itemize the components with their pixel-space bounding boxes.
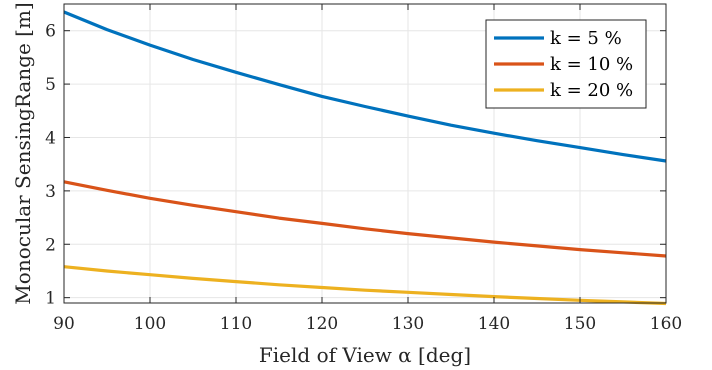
legend-label-3: k = 20 % bbox=[550, 80, 633, 101]
y-tick-label: 2 bbox=[45, 235, 56, 255]
x-tick-label: 150 bbox=[564, 314, 596, 334]
x-axis-label: Field of View α [deg] bbox=[259, 343, 471, 367]
y-tick-label: 1 bbox=[45, 289, 56, 309]
y-axis-label: Monocular SensingRange [m] bbox=[11, 2, 35, 304]
y-tick-label: 4 bbox=[45, 128, 56, 148]
x-tick-label: 100 bbox=[134, 314, 166, 334]
y-tick-label: 3 bbox=[45, 182, 56, 202]
series-line-2 bbox=[63, 180, 667, 258]
legend-label-2: k = 10 % bbox=[550, 54, 633, 75]
series-line-1 bbox=[63, 10, 667, 163]
legend: k = 5 % k = 10 % k = 20 % bbox=[485, 19, 647, 109]
series-line-3 bbox=[63, 265, 667, 306]
x-tick-label: 90 bbox=[53, 314, 75, 334]
x-tick-label: 130 bbox=[392, 314, 424, 334]
plot-frame bbox=[63, 3, 667, 304]
legend-label-1: k = 5 % bbox=[550, 28, 622, 49]
y-tick-label: 6 bbox=[45, 22, 56, 42]
x-tick-label: 120 bbox=[306, 314, 338, 334]
x-tick-label: 140 bbox=[478, 314, 510, 334]
x-tick-label: 160 bbox=[650, 314, 682, 334]
x-tick-label: 110 bbox=[220, 314, 252, 334]
series-lines bbox=[63, 10, 667, 306]
axis-ticks: 90 100 110 120 130 140 150 160 1 2 3 4 5 6 bbox=[45, 4, 682, 334]
y-tick-label: 5 bbox=[45, 75, 56, 95]
